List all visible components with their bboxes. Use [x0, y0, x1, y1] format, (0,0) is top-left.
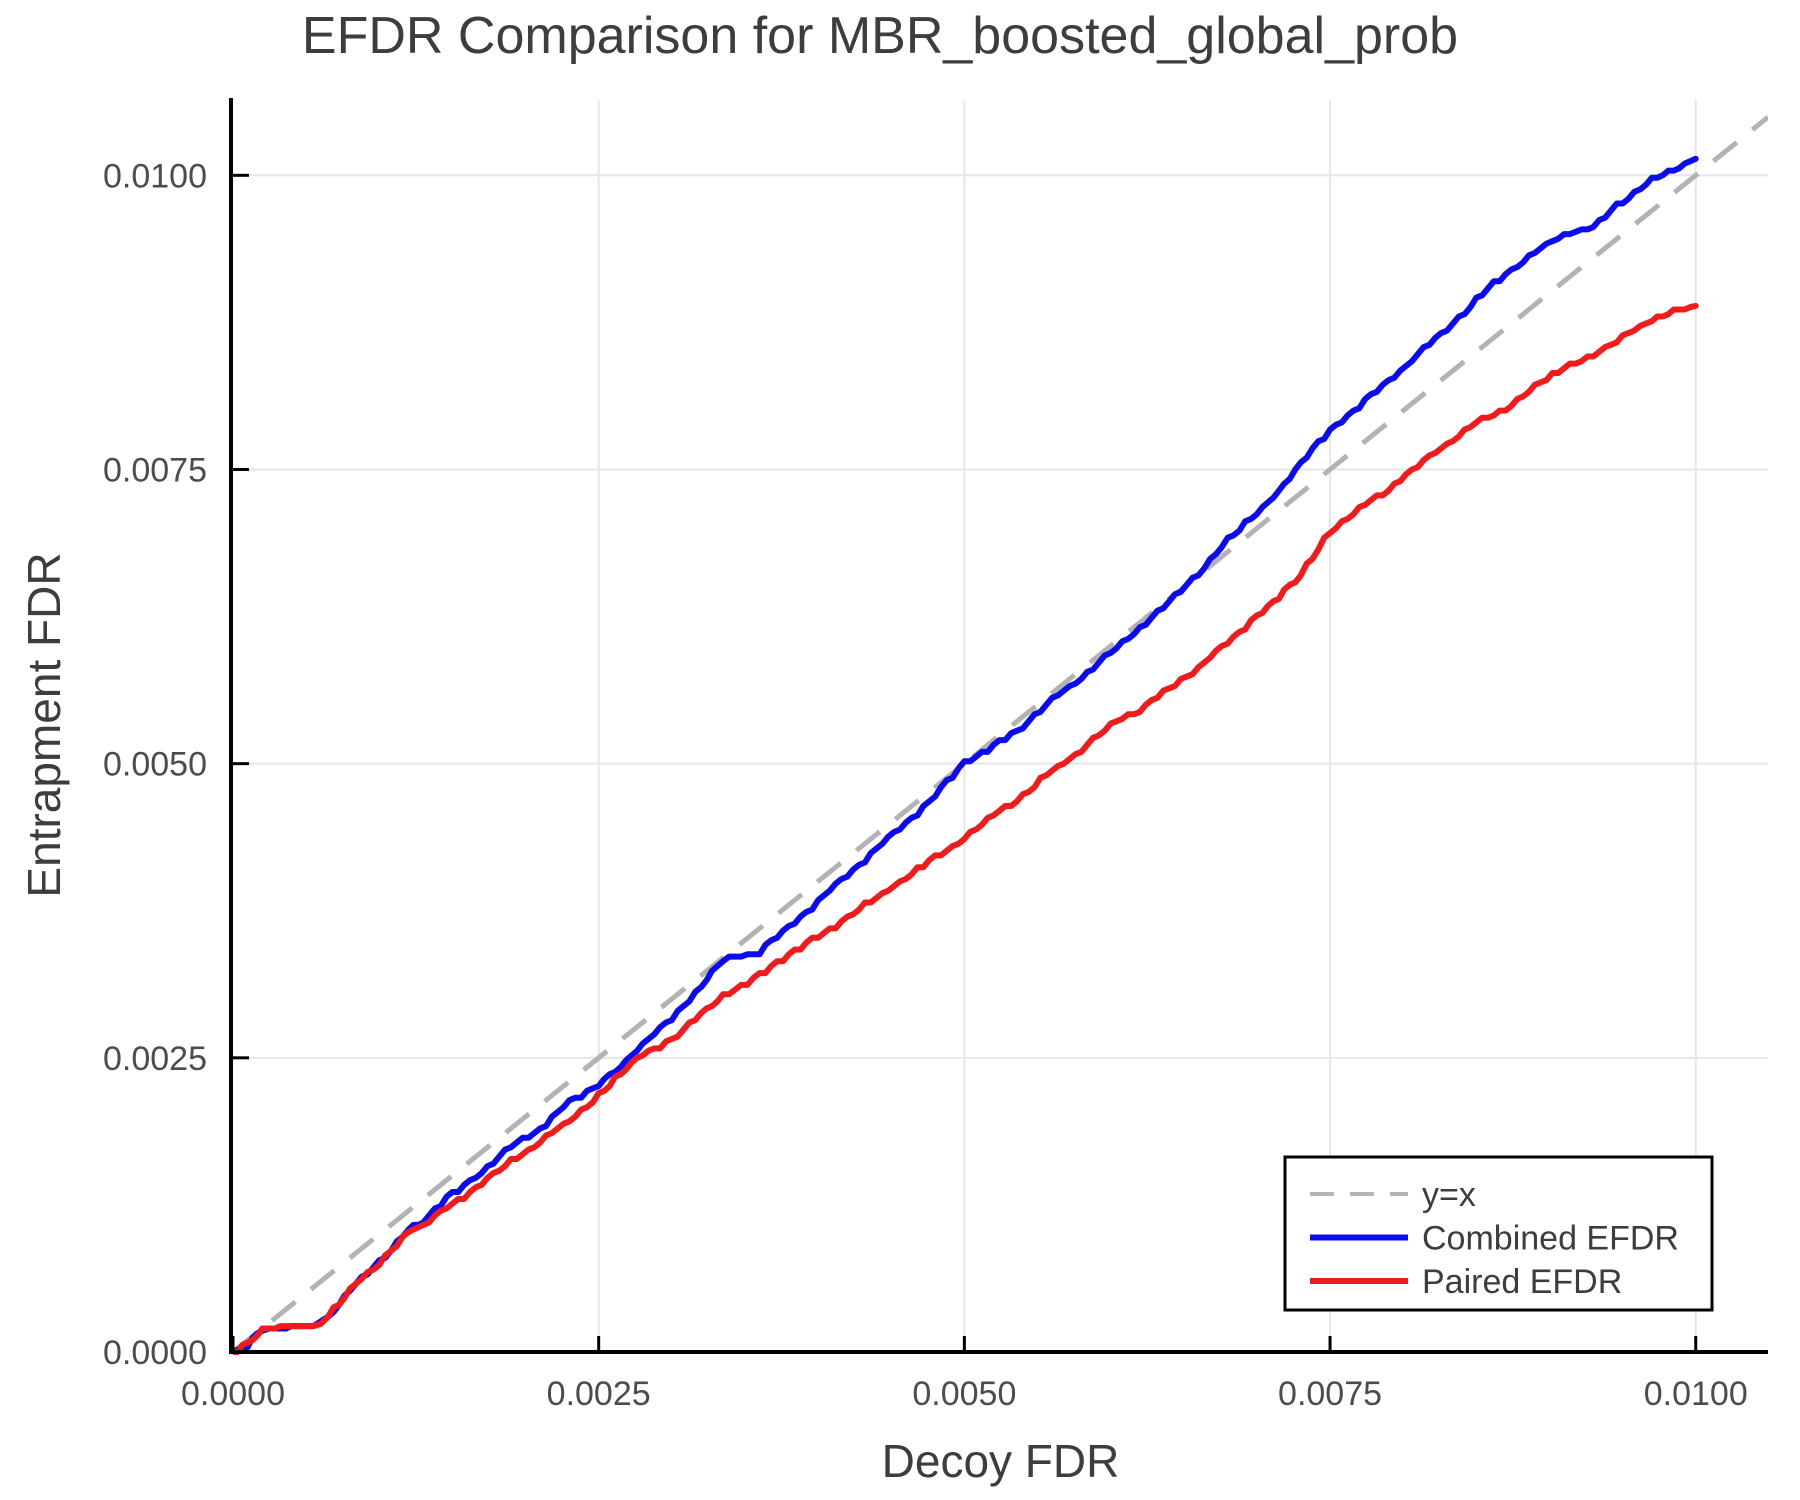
series-line-combined-efdr [233, 155, 1699, 1355]
legend: y=x Combined EFDR Paired EFDR [1283, 1155, 1714, 1312]
x-tick-label: 0.0100 [1644, 1375, 1748, 1413]
series-line-paired-efdr [233, 302, 1699, 1355]
y-tick-label: 0.0025 [103, 1040, 207, 1078]
chart-title: EFDR Comparison for MBR_boosted_global_p… [301, 7, 1459, 65]
series-lines [233, 155, 1699, 1355]
y-tick-label: 0.0100 [103, 157, 207, 195]
y-tick-label: 0.0075 [103, 451, 207, 489]
x-tick-label: 0.0000 [181, 1375, 285, 1413]
x-tick-label: 0.0025 [547, 1375, 651, 1413]
y-axis-label: Entrapment FDR [18, 552, 70, 898]
x-tick-label: 0.0050 [912, 1375, 1016, 1413]
legend-label-paired-efdr: Paired EFDR [1422, 1263, 1622, 1301]
y-tick-label: 0.0050 [103, 746, 207, 784]
axes: 0.0000 0.0025 0.0050 0.0075 0.0100 0.0000 0.00… [103, 98, 1768, 1413]
x-tick-label: 0.0075 [1278, 1375, 1382, 1413]
reference-line-y-equals-x [233, 115, 1768, 1354]
y-tick-label: 0.0000 [103, 1334, 207, 1372]
x-axis-label: Decoy FDR [881, 1435, 1120, 1487]
legend-label-y-x: y=x [1422, 1176, 1476, 1214]
legend-box [1283, 1155, 1714, 1312]
legend-label-combined-efdr: Combined EFDR [1422, 1220, 1679, 1258]
